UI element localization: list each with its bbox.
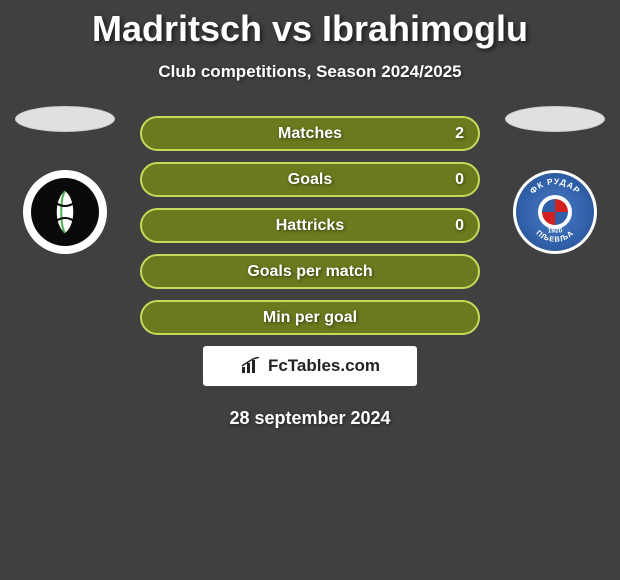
player-left-avatar-placeholder	[15, 106, 115, 132]
stat-value: 0	[455, 171, 464, 189]
fctables-logo-box: FcTables.com	[203, 346, 417, 386]
svg-text:ФК РУДАР: ФК РУДАР	[528, 176, 583, 196]
stat-row-matches: Matches 2	[140, 116, 480, 151]
comparison-date: 28 september 2024	[0, 408, 620, 429]
stat-row-min-per-goal: Min per goal	[140, 300, 480, 335]
stat-label: Goals	[288, 171, 332, 189]
club-badge-left	[23, 170, 107, 254]
fctables-logo-text: FcTables.com	[268, 356, 380, 376]
player-left-column	[10, 106, 120, 254]
stats-list: Matches 2 Goals 0 Hattricks 0 Goals per …	[140, 116, 480, 335]
club-badge-left-icon	[38, 185, 92, 239]
club-badge-right: ФК РУДАР ПЉЕВЉА 1920	[513, 170, 597, 254]
stat-value: 2	[455, 125, 464, 143]
stat-label: Matches	[278, 125, 342, 143]
stat-label: Hattricks	[276, 217, 344, 235]
stat-value: 0	[455, 217, 464, 235]
svg-text:1920: 1920	[548, 227, 563, 234]
club-badge-right-text-icon: ФК РУДАР ПЉЕВЉА 1920	[516, 173, 594, 251]
stat-label: Goals per match	[247, 263, 372, 281]
stat-row-hattricks: Hattricks 0	[140, 208, 480, 243]
subtitle: Club competitions, Season 2024/2025	[0, 62, 620, 82]
club-badge-left-inner	[31, 178, 99, 246]
chart-icon	[240, 357, 262, 375]
player-right-avatar-placeholder	[505, 106, 605, 132]
stat-row-goals: Goals 0	[140, 162, 480, 197]
player-right-column: ФК РУДАР ПЉЕВЉА 1920	[500, 106, 610, 254]
comparison-content: ФК РУДАР ПЉЕВЉА 1920 Matches 2 Goals 0 H…	[0, 116, 620, 429]
page-title: Madritsch vs Ibrahimoglu	[0, 0, 620, 50]
stat-row-goals-per-match: Goals per match	[140, 254, 480, 289]
stat-label: Min per goal	[263, 309, 357, 327]
